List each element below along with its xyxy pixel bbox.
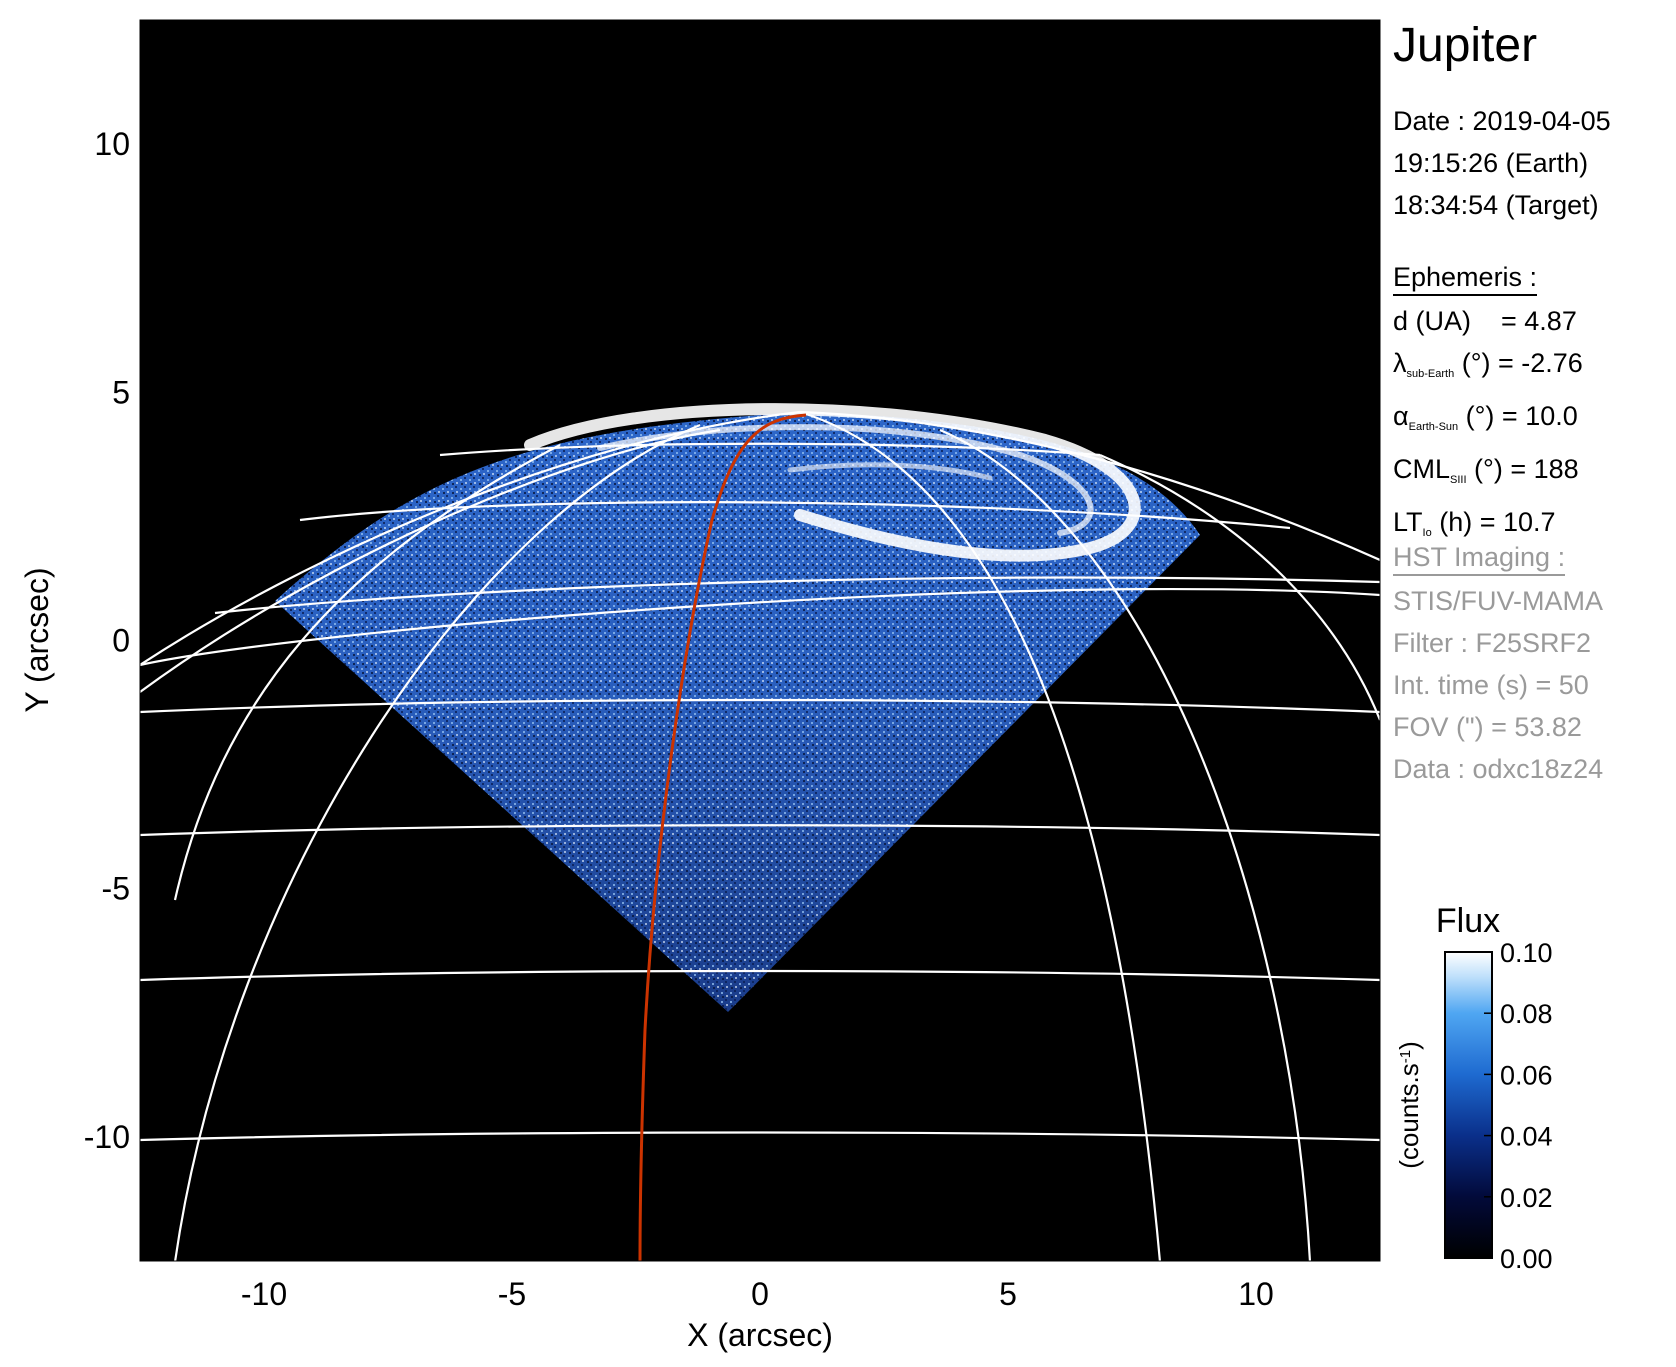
- field-of-view: FOV (") = 53.82: [1393, 712, 1582, 742]
- hst-imaging-block: HST Imaging : STIS/FUV-MAMA Filter : F25…: [1393, 536, 1603, 790]
- y-axis-ticks: 10 5 0 -5 -10: [84, 126, 154, 1155]
- longitude-line: [173, 444, 561, 901]
- latitude-line: [799, 410, 1380, 562]
- latitude-line: [140, 1131, 1380, 1142]
- io-footprint-curve: [638, 413, 807, 1261]
- distance-value: d (UA) = 4.87: [1393, 306, 1577, 336]
- y-tick-label: -5: [102, 871, 130, 907]
- latitude-line: [140, 969, 1380, 982]
- date-line: Date : 2019-04-05: [1393, 106, 1611, 136]
- latitude-line: [299, 501, 1291, 530]
- sub-earth-latitude: λsub-Earth (°) = -2.76: [1393, 348, 1583, 380]
- latitude-line: [140, 824, 1380, 837]
- instrument: STIS/FUV-MAMA: [1393, 586, 1604, 616]
- ephemeris-block: Ephemeris : d (UA) = 4.87 λsub-Earth (°)…: [1393, 256, 1583, 554]
- y-tick-label: -10: [84, 1119, 130, 1155]
- y-tick-label: 0: [112, 623, 130, 659]
- x-tick-label: 5: [999, 1276, 1017, 1312]
- colorbar-tick-label: 0.08: [1500, 999, 1553, 1029]
- latitude-line: [140, 428, 721, 693]
- uv-image-wedge: [275, 412, 1200, 1012]
- x-axis-label: X (arcsec): [687, 1317, 833, 1353]
- x-tick-label: 10: [1238, 1276, 1274, 1312]
- colorbar-unit-label: (counts.s-1): [1394, 1041, 1424, 1169]
- y-tick-label: 5: [112, 374, 130, 410]
- dataset-id: Data : odxc18z24: [1393, 754, 1604, 784]
- longitude-line: [174, 423, 701, 1261]
- earth-time: 19:15:26 (Earth): [1393, 148, 1589, 178]
- ephemeris-heading: Ephemeris :: [1393, 260, 1538, 296]
- observation-times: Date : 2019-04-05 19:15:26 (Earth) 18:34…: [1393, 100, 1611, 226]
- colorbar-tick-label: 0.02: [1500, 1183, 1553, 1213]
- io-local-time: LTIo (h) = 10.7: [1393, 507, 1556, 539]
- x-tick-label: -10: [241, 1276, 287, 1312]
- colorbar-tick-label: 0.06: [1500, 1060, 1553, 1090]
- colorbar: [1444, 951, 1493, 1259]
- latitude-line: [140, 698, 1380, 714]
- x-tick-label: -5: [498, 1276, 526, 1312]
- y-tick-label: 10: [94, 126, 130, 162]
- colorbar-title: Flux: [1436, 902, 1500, 940]
- colorbar-ticks: 0.10 0.08 0.06 0.04 0.02 0.00: [1484, 938, 1553, 1274]
- x-axis-ticks: -10 -5 0 5 10: [241, 20, 1274, 1312]
- longitude-line: [799, 410, 1162, 1261]
- planet-title: Jupiter: [1393, 19, 1538, 72]
- y-axis-label: Y (arcsec): [19, 567, 55, 712]
- hst-heading: HST Imaging :: [1393, 540, 1566, 576]
- colorbar-tick-label: 0.10: [1500, 938, 1553, 968]
- longitude-line: [1099, 453, 1380, 721]
- colorbar-tick-label: 0.00: [1500, 1244, 1553, 1274]
- target-time: 18:34:54 (Target): [1393, 190, 1599, 220]
- latitude-line: [140, 410, 801, 666]
- planet-grid: [140, 410, 1380, 1261]
- central-meridian-longitude: CMLSIII (°) = 188: [1393, 454, 1579, 486]
- latitude-line: [439, 442, 1101, 457]
- latitude-line: [140, 587, 1380, 667]
- integration-time: Int. time (s) = 50: [1393, 670, 1589, 700]
- longitude-line: [939, 428, 1312, 1261]
- latitude-line: [214, 576, 1380, 615]
- filter: Filter : F25SRF2: [1393, 628, 1592, 658]
- phase-angle: αEarth-Sun (°) = 10.0: [1393, 401, 1578, 433]
- x-tick-label: 0: [751, 1276, 769, 1312]
- colorbar-tick-label: 0.04: [1500, 1122, 1553, 1152]
